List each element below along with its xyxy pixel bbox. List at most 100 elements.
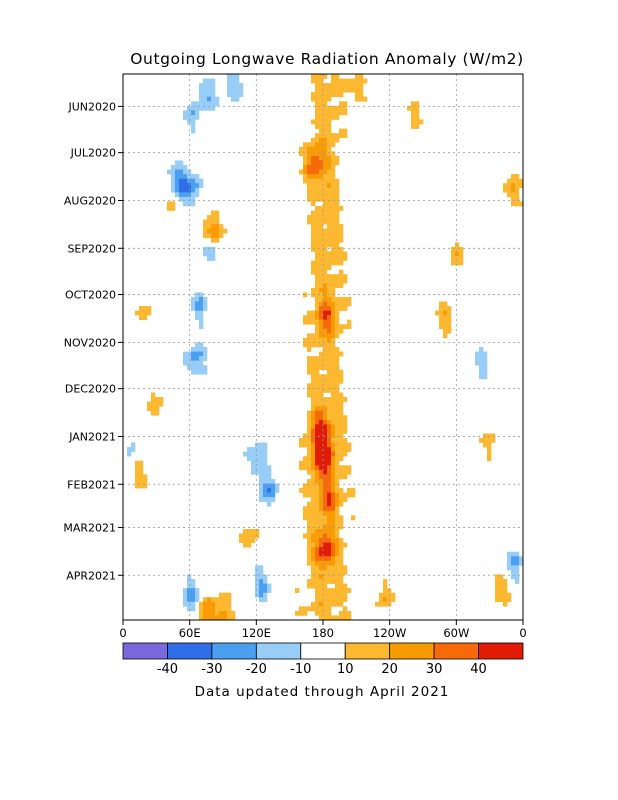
anomaly-cell bbox=[315, 274, 320, 280]
anomaly-cell bbox=[435, 310, 440, 316]
anomaly-cell bbox=[515, 174, 520, 179]
anomaly-cell bbox=[323, 310, 328, 316]
anomaly-cell bbox=[303, 165, 308, 170]
anomaly-cell bbox=[263, 456, 268, 462]
anomaly-cell bbox=[227, 83, 232, 88]
anomaly-cell bbox=[207, 105, 212, 111]
anomaly-cell bbox=[203, 78, 208, 84]
anomaly-cell bbox=[203, 351, 208, 357]
anomaly-cell bbox=[247, 447, 252, 452]
anomaly-cell bbox=[311, 360, 316, 366]
anomaly-cell bbox=[303, 146, 308, 152]
anomaly-cell bbox=[187, 119, 192, 125]
anomaly-cell bbox=[347, 319, 352, 325]
anomaly-cell bbox=[415, 101, 420, 107]
anomaly-cell bbox=[335, 83, 340, 88]
anomaly-cell bbox=[175, 174, 180, 179]
anomaly-cell bbox=[319, 551, 324, 557]
anomaly-cell bbox=[503, 588, 508, 593]
anomaly-cell bbox=[251, 456, 256, 462]
anomaly-cell bbox=[235, 83, 240, 88]
anomaly-cell bbox=[207, 601, 212, 607]
anomaly-cell bbox=[183, 597, 188, 603]
anomaly-cell bbox=[503, 601, 508, 607]
anomaly-cell bbox=[319, 87, 324, 93]
anomaly-cell bbox=[387, 592, 392, 598]
anomaly-cell bbox=[443, 315, 448, 320]
anomaly-cell bbox=[195, 105, 200, 111]
anomaly-cell bbox=[219, 228, 224, 234]
anomaly-cell bbox=[511, 574, 516, 580]
anomaly-cell bbox=[311, 583, 316, 589]
anomaly-cell bbox=[339, 406, 344, 411]
anomaly-cell bbox=[255, 574, 260, 580]
anomaly-cell bbox=[259, 474, 264, 480]
anomaly-cell bbox=[415, 124, 420, 129]
anomaly-cell bbox=[207, 101, 212, 107]
anomaly-cell bbox=[335, 105, 340, 111]
anomaly-cell bbox=[451, 251, 456, 257]
anomaly-cell bbox=[323, 378, 328, 384]
anomaly-cell bbox=[311, 447, 316, 452]
anomaly-cell bbox=[251, 451, 256, 457]
anomaly-cell bbox=[319, 74, 324, 79]
anomaly-cell bbox=[335, 588, 340, 593]
anomaly-cell bbox=[315, 74, 320, 79]
anomaly-cell bbox=[331, 547, 336, 553]
anomaly-cell bbox=[315, 497, 320, 502]
anomaly-cell bbox=[331, 306, 336, 311]
anomaly-cell bbox=[207, 246, 212, 252]
anomaly-cell bbox=[347, 615, 352, 620]
anomaly-cell bbox=[303, 142, 308, 148]
anomaly-cell bbox=[311, 242, 316, 248]
anomaly-cell bbox=[459, 246, 464, 252]
anomaly-cell bbox=[179, 160, 184, 166]
anomaly-cell bbox=[143, 306, 148, 311]
anomaly-cell bbox=[147, 306, 152, 311]
anomaly-cell bbox=[307, 337, 312, 343]
anomaly-cell bbox=[323, 474, 328, 480]
anomaly-cell bbox=[311, 228, 316, 234]
anomaly-cell bbox=[331, 151, 336, 157]
anomaly-cell bbox=[195, 306, 200, 311]
anomaly-cell bbox=[211, 215, 216, 220]
anomaly-cell bbox=[331, 392, 336, 398]
anomaly-cell bbox=[259, 460, 264, 466]
anomaly-cell bbox=[343, 588, 348, 593]
anomaly-cell bbox=[315, 556, 320, 562]
anomaly-cell bbox=[315, 469, 320, 475]
anomaly-cell bbox=[355, 92, 360, 98]
anomaly-cell bbox=[215, 228, 220, 234]
anomaly-cell bbox=[307, 142, 312, 148]
anomaly-cell bbox=[307, 515, 312, 521]
anomaly-cell bbox=[195, 592, 200, 598]
anomaly-cell bbox=[303, 610, 308, 616]
anomaly-cell bbox=[331, 319, 336, 325]
anomaly-cell bbox=[203, 296, 208, 302]
anomaly-cell bbox=[335, 365, 340, 371]
anomaly-cell bbox=[323, 387, 328, 393]
anomaly-cell bbox=[323, 565, 328, 571]
anomaly-cell bbox=[267, 488, 272, 493]
anomaly-cell bbox=[311, 506, 316, 512]
anomaly-cell bbox=[223, 615, 228, 620]
anomaly-cell bbox=[319, 579, 324, 584]
anomaly-cell bbox=[315, 319, 320, 325]
colorbar-swatch bbox=[167, 642, 213, 660]
anomaly-cell bbox=[327, 133, 332, 138]
anomaly-cell bbox=[327, 137, 332, 143]
anomaly-cell bbox=[199, 615, 204, 620]
anomaly-cell bbox=[339, 556, 344, 562]
anomaly-cell bbox=[315, 483, 320, 489]
anomaly-cell bbox=[199, 183, 204, 189]
anomaly-cell bbox=[327, 83, 332, 88]
anomaly-cell bbox=[323, 442, 328, 448]
anomaly-cell bbox=[203, 306, 208, 311]
anomaly-cell bbox=[319, 488, 324, 493]
anomaly-cell bbox=[459, 256, 464, 261]
anomaly-cell bbox=[183, 114, 188, 120]
anomaly-cell bbox=[315, 287, 320, 293]
anomaly-cell bbox=[311, 383, 316, 389]
anomaly-cell bbox=[307, 447, 312, 452]
anomaly-cell bbox=[267, 497, 272, 502]
